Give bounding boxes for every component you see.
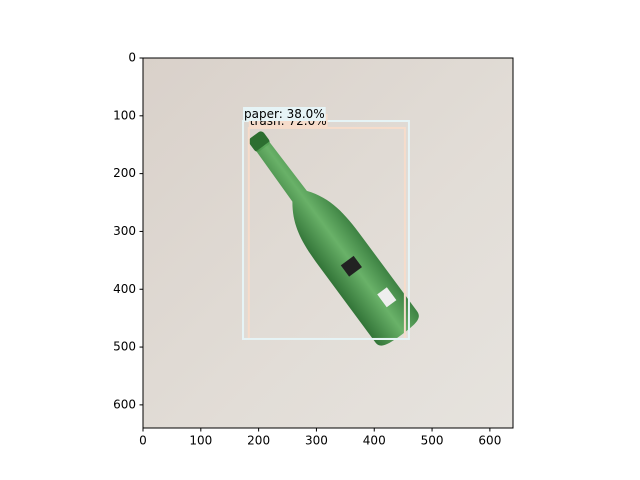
x-tick-label: 600 — [478, 434, 501, 448]
y-tick-label: 600 — [113, 397, 136, 411]
axes-frame — [142, 57, 514, 429]
y-tick-label: 500 — [113, 340, 136, 354]
x-tick-label: 500 — [421, 434, 444, 448]
bottle — [248, 131, 419, 346]
y-tick-label: 0 — [128, 51, 136, 65]
y-tick-label: 100 — [113, 108, 136, 122]
x-tick-label: 0 — [139, 434, 147, 448]
x-tick-label: 200 — [247, 434, 270, 448]
label-background — [243, 107, 326, 122]
detection-label: paper: 38.0% — [244, 107, 325, 121]
y-tick-label: 300 — [113, 224, 136, 238]
x-tick-label: 400 — [363, 434, 386, 448]
y-tick-label: 200 — [113, 166, 136, 180]
x-tick-label: 100 — [189, 434, 212, 448]
x-tick-label: 300 — [305, 434, 328, 448]
y-tick-label: 400 — [113, 282, 136, 296]
